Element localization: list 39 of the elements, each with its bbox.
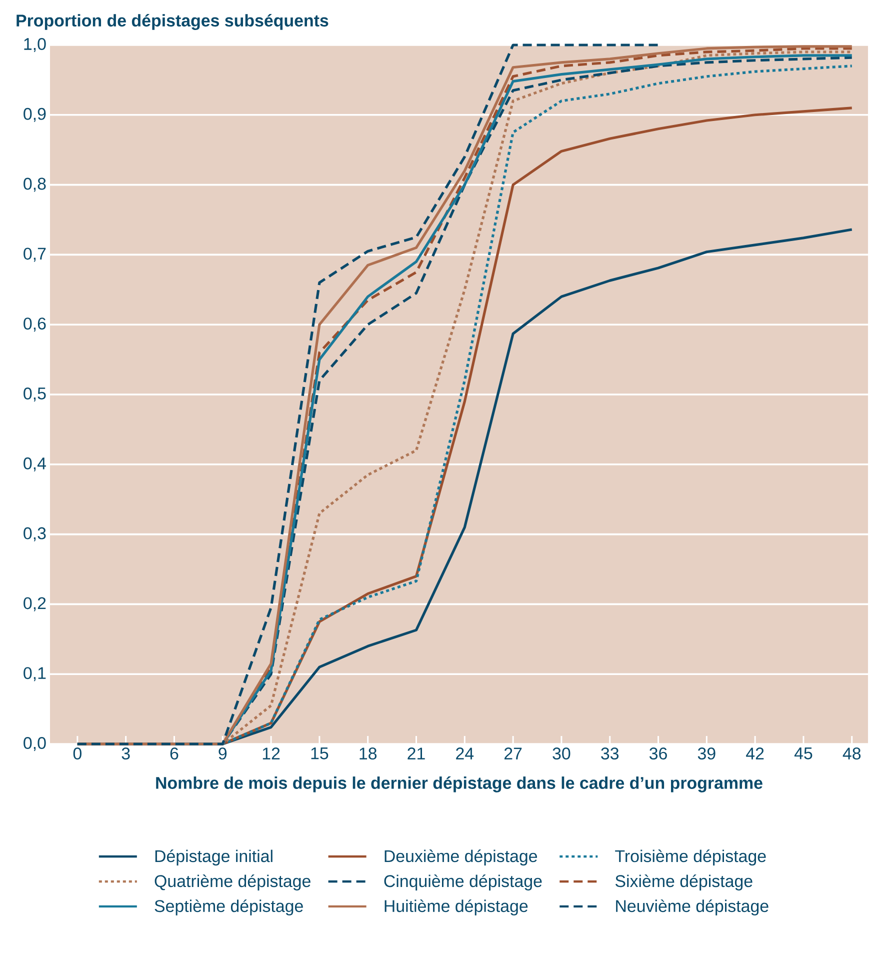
x-tick-label: 15 xyxy=(311,748,328,760)
x-tick-label: 6 xyxy=(170,748,178,760)
legend-label: Quatrième dépistage xyxy=(154,874,310,890)
x-tick-label: 12 xyxy=(262,748,280,760)
legend-label: Dépistage initial xyxy=(155,850,272,866)
legend-label: Neuvième dépistage xyxy=(616,899,768,916)
y-tick-label: 1,0 xyxy=(24,38,46,52)
x-tick-label: 39 xyxy=(698,748,716,760)
x-tick-label: 42 xyxy=(746,748,764,760)
legend-label: Troisième dépistage xyxy=(615,850,766,866)
y-tick-label: 0,6 xyxy=(24,318,46,332)
chart-title: Proportion de dépistages subséquents xyxy=(16,14,328,30)
x-tick-label: 30 xyxy=(552,748,570,760)
x-tick-label: 33 xyxy=(601,748,619,760)
x-tick-label: 3 xyxy=(122,748,130,760)
x-tick-label: 21 xyxy=(408,748,425,760)
x-tick-label: 24 xyxy=(456,748,474,760)
y-tick-label: 0,1 xyxy=(24,667,46,682)
legend-label: Sixième dépistage xyxy=(615,874,752,890)
x-tick-label: 27 xyxy=(504,748,522,760)
x-tick-label: 9 xyxy=(218,748,227,760)
y-tick-label: 0,4 xyxy=(24,457,46,472)
legend-label: Huitième dépistage xyxy=(384,899,528,916)
legend-label: Deuxième dépistage xyxy=(384,850,538,866)
y-tick-label: 0,5 xyxy=(24,387,46,402)
y-tick-label: 0,0 xyxy=(24,737,46,751)
x-tick-label: 48 xyxy=(842,748,861,760)
x-tick-label: 45 xyxy=(794,748,812,760)
x-tick-label: 36 xyxy=(649,748,667,760)
x-axis-title: Nombre de mois depuis le dernier dépistage dans le cadre d’un programme xyxy=(156,776,762,792)
y-tick-label: 0,9 xyxy=(24,108,46,122)
y-tick-label: 0,7 xyxy=(24,248,46,262)
y-tick-label: 0,3 xyxy=(24,527,46,542)
legend-label: Cinquième dépistage xyxy=(384,874,542,890)
x-tick-label: 18 xyxy=(360,748,377,760)
legend-label: Septième dépistage xyxy=(154,899,303,916)
y-tick-label: 0,2 xyxy=(24,597,46,612)
x-tick-label: 0 xyxy=(73,748,82,760)
y-tick-label: 0,8 xyxy=(24,178,46,192)
